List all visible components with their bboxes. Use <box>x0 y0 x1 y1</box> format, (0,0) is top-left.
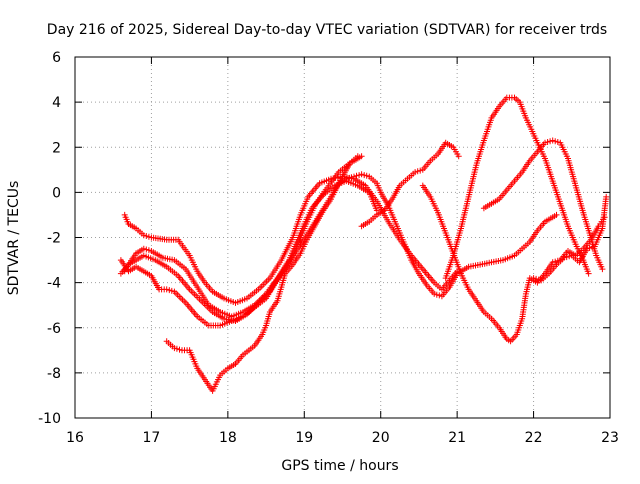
data-point <box>585 270 592 277</box>
series-10 <box>530 193 610 284</box>
series-9 <box>480 137 606 273</box>
data-point <box>343 175 350 182</box>
x-tick-label: 20 <box>372 430 390 446</box>
data-point-interp <box>417 167 424 174</box>
x-tick-label: 18 <box>219 430 237 446</box>
x-axis: 16 17 18 19 20 21 22 23 <box>66 57 619 446</box>
data-point-interp <box>173 345 180 352</box>
data-point <box>358 153 365 160</box>
data-point <box>412 169 419 176</box>
data-point-interp <box>566 253 573 260</box>
data-point <box>603 193 610 200</box>
series-4 <box>117 153 365 324</box>
data-point-interp <box>586 245 593 251</box>
x-tick-label: 17 <box>143 430 161 446</box>
data-point <box>163 286 170 293</box>
y-axis-title: SDTVAR / TECUs <box>6 181 22 296</box>
data-point-interp <box>353 172 360 179</box>
data-point-interp <box>533 275 540 282</box>
y-tick-label: -4 <box>47 276 61 292</box>
data-point <box>455 153 462 160</box>
data-point-interp <box>348 174 355 181</box>
series-1 <box>121 173 461 306</box>
x-tick-label: 22 <box>525 430 543 446</box>
data-point-interp <box>547 138 554 145</box>
y-axis: -10 -8 -6 -4 -2 0 2 4 6 <box>38 50 610 427</box>
data-point <box>542 139 548 146</box>
data-point-interp <box>363 172 370 179</box>
series-5 <box>163 171 560 394</box>
y-tick-label: -10 <box>38 411 61 427</box>
y-tick-label: 4 <box>52 95 61 111</box>
data-point-interp <box>552 138 559 145</box>
data-point <box>599 266 606 273</box>
series-8 <box>442 94 592 282</box>
data-point <box>561 254 568 261</box>
series-6 <box>358 139 462 230</box>
data-point <box>553 211 560 218</box>
x-tick-label: 23 <box>601 430 619 446</box>
data-point <box>358 171 365 178</box>
data-point-interp <box>143 246 150 253</box>
y-tick-label: 0 <box>52 185 61 201</box>
y-tick-label: 2 <box>52 140 61 156</box>
data-point-interp <box>143 233 150 239</box>
chart-title: Day 216 of 2025, Sidereal Day-to-day VTE… <box>47 22 607 38</box>
y-tick-label: -6 <box>47 321 61 337</box>
y-tick-label: -2 <box>47 231 61 247</box>
x-tick-label: 21 <box>448 430 466 446</box>
y-tick-label: 6 <box>52 50 61 66</box>
x-tick-label: 19 <box>295 430 313 446</box>
data-point <box>431 290 438 297</box>
data-points <box>117 94 610 394</box>
data-point-interp <box>436 292 443 299</box>
data-point-interp <box>168 287 175 294</box>
y-tick-label: -8 <box>47 366 61 382</box>
x-axis-title: GPS time / hours <box>281 458 398 474</box>
x-tick-label: 16 <box>66 430 84 446</box>
